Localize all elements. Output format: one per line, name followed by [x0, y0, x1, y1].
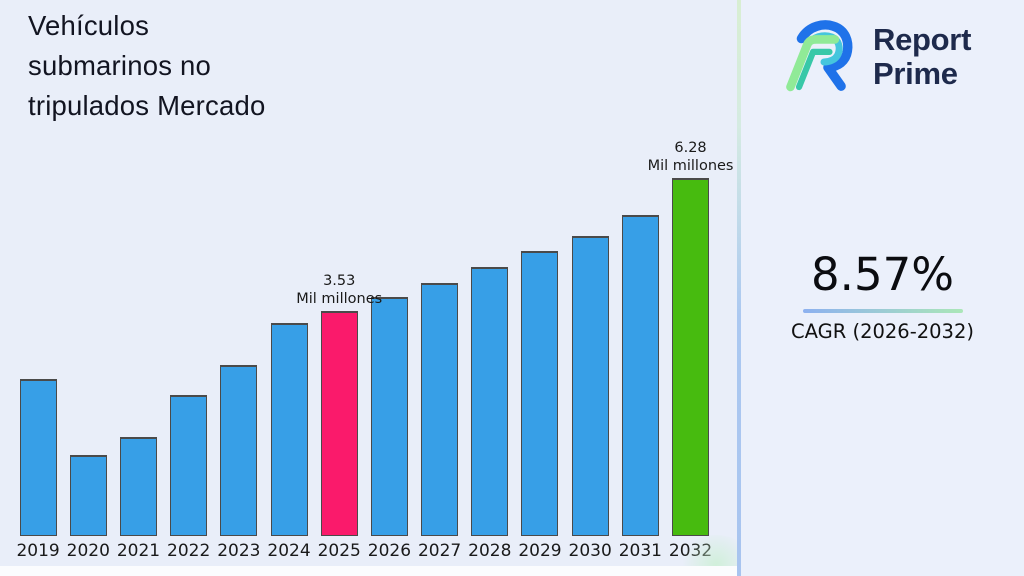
brand-logo: Report Prime: [785, 12, 971, 102]
bar-column-2026: 2026: [364, 297, 414, 566]
bar-2025: [320, 311, 358, 536]
page-title-line: submarinos no: [28, 50, 211, 81]
bar-2030: [571, 236, 609, 536]
chart-panel: Vehículos submarinos no tripulados Merca…: [0, 6, 754, 576]
bar-column-2020: 2020: [63, 455, 113, 566]
bottom-strip: [0, 566, 737, 576]
bar-2019: [19, 379, 57, 536]
bar-column-2022: 2022: [164, 395, 214, 566]
annotation-line: Mil millones: [647, 157, 734, 174]
bar-2026: [370, 297, 408, 536]
x-axis-label-2024: 2024: [267, 541, 311, 561]
brand-word: Report: [873, 22, 972, 57]
bar-value-annotation-2025: 3.53 Mil millones: [279, 273, 399, 308]
x-axis-label-2020: 2020: [66, 541, 110, 561]
bar-2022: [170, 395, 208, 536]
cagr-value: 8.57%: [811, 248, 954, 301]
brand-name: Report Prime: [873, 23, 971, 91]
bar-column-2025: 3.53 Mil millones 2025: [296, 273, 382, 566]
x-axis-label-2029: 2029: [518, 541, 562, 561]
annotation-line: Mil millones: [296, 290, 383, 307]
page-title-line: tripulados Mercado: [28, 90, 266, 121]
x-axis-label-2021: 2021: [116, 541, 161, 561]
bar-column-2028: 2028: [465, 267, 515, 566]
bar-2027: [421, 283, 459, 536]
x-axis-label-2019: 2019: [16, 541, 60, 561]
bar-column-2027: 2027: [415, 283, 465, 566]
x-axis-label-2025: 2025: [317, 541, 361, 561]
bar-2028: [471, 267, 509, 536]
cagr-underline: [802, 309, 963, 313]
cagr-block: 8.57% CAGR (2026-2032): [741, 248, 1024, 344]
bar-value-annotation-2032: 6.28 Mil millones: [631, 140, 751, 175]
page-title: Vehículos submarinos no tripulados Merca…: [28, 6, 265, 126]
report-prime-logo-icon: [785, 12, 863, 102]
bar-2023: [220, 365, 258, 536]
x-axis-label-2032: 2032: [668, 541, 713, 561]
bar-chart: 2019 2020 2021 2022 2023 2024 3.53 Mil millones…: [13, 140, 734, 566]
annotation-line: 6.28: [674, 140, 707, 156]
x-axis-label-2022: 2022: [167, 541, 211, 561]
cagr-label: CAGR (2026-2032): [791, 320, 974, 343]
info-panel: Report Prime 8.57% CAGR (2026-2032): [741, 0, 1024, 576]
bar-column-2021: 2021: [113, 437, 163, 566]
bar-2020: [69, 455, 107, 536]
bar-column-2029: 2029: [515, 251, 565, 566]
x-axis-label-2026: 2026: [367, 541, 412, 561]
annotation-line: 3.53: [323, 273, 356, 289]
bar-column-2031: 2031: [615, 215, 665, 566]
bar-column-2024: 2024: [264, 323, 314, 566]
bar-2024: [270, 323, 308, 536]
bar-column-2023: 2023: [214, 365, 264, 566]
panel-divider: [737, 0, 741, 576]
x-axis-label-2028: 2028: [468, 541, 512, 561]
x-axis-label-2023: 2023: [217, 541, 261, 561]
bar-2031: [621, 215, 659, 536]
x-axis-label-2027: 2027: [417, 541, 462, 561]
bar-column-2030: 2030: [565, 236, 615, 566]
bar-column-2032: 6.28 Mil millones 2032: [648, 140, 734, 566]
x-axis-label-2031: 2031: [618, 541, 662, 561]
bar-column-2019: 2019: [13, 379, 63, 566]
bar-2029: [521, 251, 559, 536]
bar-2032: [672, 178, 710, 536]
brand-word: Prime: [873, 56, 958, 91]
page-title-line: Vehículos: [28, 10, 150, 41]
x-axis-label-2030: 2030: [568, 541, 612, 561]
bar-2021: [119, 437, 157, 536]
